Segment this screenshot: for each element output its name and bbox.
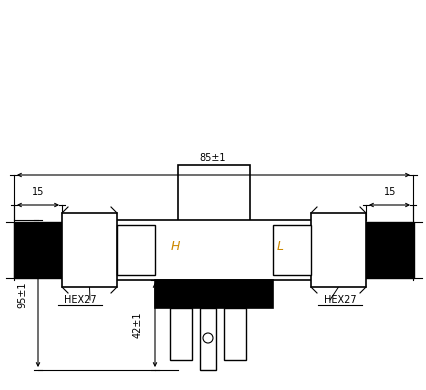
Text: 95±1: 95±1 xyxy=(17,282,27,308)
Text: L: L xyxy=(276,241,283,254)
Bar xyxy=(170,308,192,360)
Bar xyxy=(224,308,245,360)
Bar xyxy=(14,222,64,278)
Text: HEX27: HEX27 xyxy=(63,295,96,305)
Text: 安装螺纹: 安装螺纹 xyxy=(23,240,32,260)
Circle shape xyxy=(202,333,213,343)
Text: H: H xyxy=(170,241,179,254)
Bar xyxy=(272,225,310,275)
Bar xyxy=(108,220,319,280)
Bar xyxy=(117,225,155,275)
Text: 15: 15 xyxy=(32,187,44,197)
Bar xyxy=(363,222,413,278)
Bar xyxy=(199,308,216,370)
Text: 42±1: 42±1 xyxy=(132,312,143,338)
Text: HEX27: HEX27 xyxy=(323,295,355,305)
Bar xyxy=(62,213,117,287)
Text: 85±1: 85±1 xyxy=(199,153,226,163)
Bar xyxy=(310,213,365,287)
Bar xyxy=(178,165,249,280)
Bar xyxy=(155,280,272,308)
Text: 15: 15 xyxy=(383,187,395,197)
Text: 安装螺纹: 安装螺纹 xyxy=(396,240,405,260)
